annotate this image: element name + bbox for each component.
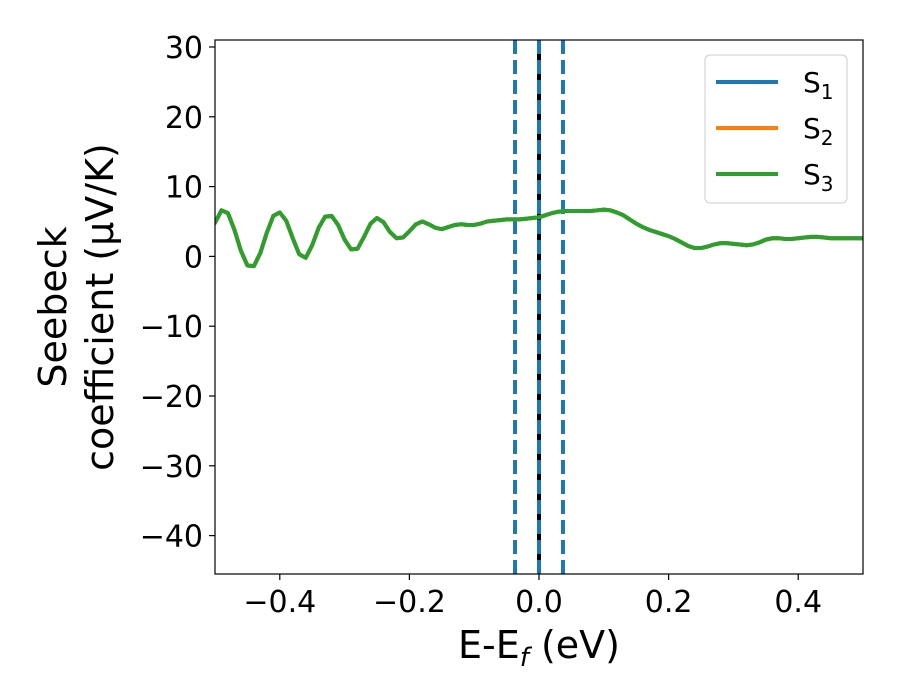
legend-label: S1	[803, 66, 834, 104]
legend-label: S3	[803, 158, 834, 196]
y-tick-label: 30	[165, 31, 203, 66]
y-tick-label: 10	[165, 171, 203, 206]
y-axis-title-line2: coefficient (μV/K)	[78, 143, 122, 471]
x-axis-title: E-Ef (eV)	[458, 623, 620, 673]
y-tick-label: 20	[165, 101, 203, 136]
legend: S1 S2 S3	[704, 54, 848, 204]
x-axis-title-rest: (eV)	[529, 623, 620, 667]
x-tick-label: 0.0	[515, 585, 563, 620]
y-tick-label: −10	[140, 310, 203, 345]
series-lines	[215, 207, 863, 269]
legend-label: S2	[803, 112, 834, 150]
x-axis-title-main: E-E	[458, 623, 520, 667]
vertical-reference-lines	[513, 40, 565, 574]
x-tick-label: 0.2	[645, 585, 693, 620]
y-tick-label: −40	[140, 520, 203, 555]
series-line-s3	[215, 207, 863, 269]
x-tick-label: 0.4	[774, 585, 822, 620]
y-tick-label: 0	[184, 240, 203, 275]
y-tick-label: −30	[140, 450, 203, 485]
y-axis-ticks: −40 −30 −20 −10 0 10 20 30	[140, 31, 215, 555]
y-axis-title-line1: Seebeck	[31, 226, 75, 387]
y-tick-label: −20	[140, 380, 203, 415]
y-axis-title: Seebeck coefficient (μV/K)	[31, 143, 122, 471]
x-tick-label: −0.2	[373, 585, 446, 620]
x-tick-label: −0.4	[243, 585, 316, 620]
x-axis-ticks: −0.4 −0.2 0.0 0.2 0.4	[243, 574, 822, 620]
